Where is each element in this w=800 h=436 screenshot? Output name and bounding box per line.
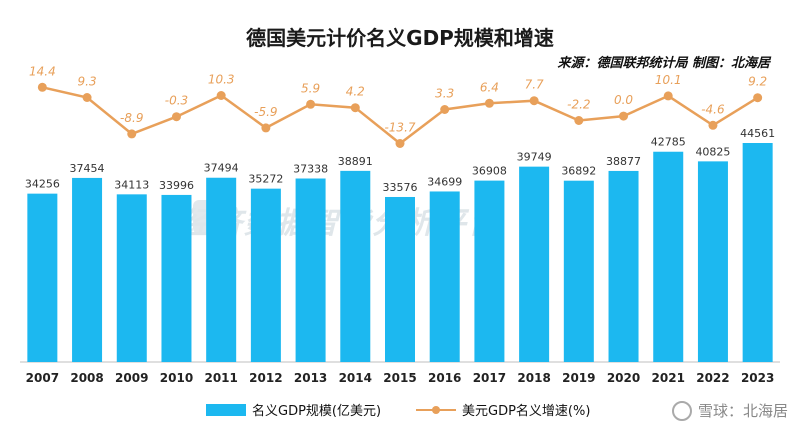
x-tick-label-2017: 2017	[473, 371, 506, 385]
legend-label-growth: 美元GDP名义增速(%)	[462, 404, 591, 419]
bar-2010	[161, 194, 192, 362]
growth-point-2022	[708, 120, 718, 130]
bar-2017	[474, 180, 505, 362]
growth-label-2019: -2.2	[567, 98, 590, 112]
x-tick-label-2008: 2008	[70, 371, 103, 385]
chart-title: 德国美元计价名义GDP规模和增速	[246, 26, 554, 50]
growth-label-2016: 3.3	[435, 87, 454, 101]
growth-label-2020: 0.0	[614, 93, 633, 107]
source-note: 来源：德国联邦统计局 制图：北海居	[557, 56, 770, 71]
x-tick-label-2016: 2016	[428, 371, 461, 385]
legend-label-gdp: 名义GDP规模(亿美元)	[252, 404, 382, 419]
growth-point-2017	[484, 98, 494, 108]
bar-label-2013: 37338	[293, 162, 328, 175]
x-tick-label-2023: 2023	[741, 371, 774, 385]
x-tick-label-2020: 2020	[607, 371, 640, 385]
growth-point-2011	[216, 91, 226, 100]
bar-2014	[340, 170, 371, 362]
x-tick-label-2012: 2012	[249, 371, 282, 385]
growth-label-2008: 9.3	[78, 75, 97, 89]
bar-2022	[697, 161, 728, 362]
bar-2016	[429, 191, 460, 362]
growth-label-2012: -5.9	[254, 105, 277, 119]
growth-label-2017: 6.4	[480, 80, 499, 94]
growth-point-2018	[529, 96, 539, 106]
x-tick-label-2018: 2018	[517, 371, 550, 385]
bar-label-2011: 37494	[204, 162, 239, 175]
bar-label-2007: 34256	[25, 178, 60, 191]
legend: 名义GDP规模(亿美元) 美元GDP名义增速(%)	[0, 400, 800, 422]
growth-point-2020	[619, 111, 629, 121]
growth-label-2009: -8.9	[120, 111, 143, 125]
x-tick-label-2007: 2007	[26, 371, 59, 385]
bar-label-2014: 38891	[338, 155, 373, 168]
x-tick-label-2010: 2010	[160, 371, 193, 385]
legend-bar-swatch	[206, 403, 246, 416]
bar-2013	[295, 178, 326, 362]
bar-2019	[563, 180, 594, 362]
bar-2020	[608, 170, 639, 362]
growth-label-2010: -0.3	[165, 94, 188, 108]
x-tick-label-2009: 2009	[115, 371, 148, 385]
growth-label-2011: 10.3	[208, 73, 235, 87]
snowball-logo-icon	[671, 400, 692, 421]
x-tick-label-2011: 2011	[204, 371, 237, 385]
x-tick-label-2013: 2013	[294, 371, 327, 385]
x-tick-label-2019: 2019	[562, 371, 595, 385]
growth-point-2007	[37, 82, 47, 92]
bar-2011	[206, 177, 237, 362]
growth-point-2012	[261, 123, 271, 133]
growth-point-2019	[574, 116, 584, 125]
bar-label-2023: 44561	[740, 127, 775, 140]
x-tick-label-2021: 2021	[652, 371, 685, 385]
bar-label-2020: 38877	[606, 155, 641, 168]
bar-label-2009: 34113	[114, 178, 149, 191]
growth-label-2015: -13.7	[384, 121, 415, 135]
bar-2023	[742, 143, 773, 362]
growth-point-2014	[350, 103, 360, 113]
bar-2021	[653, 151, 684, 362]
bar-label-2017: 36908	[472, 165, 507, 178]
brand-badge: 雪球：北海居	[671, 400, 788, 421]
brand-text: 雪球：北海居	[697, 402, 788, 420]
bar-label-2018: 39749	[517, 151, 552, 164]
growth-point-2021	[663, 91, 673, 101]
growth-label-2007: 14.4	[29, 64, 56, 78]
bar-2012	[250, 188, 281, 362]
growth-label-2022: -4.6	[701, 102, 725, 116]
bar-2008	[72, 177, 103, 362]
legend-item-gdp: 名义GDP规模(亿美元)	[206, 400, 381, 419]
bar-label-2015: 33576	[383, 181, 418, 194]
bar-label-2008: 37454	[70, 162, 105, 175]
growth-label-2013: 5.9	[301, 81, 320, 95]
bar-label-2022: 40825	[695, 145, 730, 158]
growth-point-2008	[82, 93, 92, 102]
growth-point-2013	[306, 99, 316, 109]
growth-label-2023: 9.2	[748, 75, 767, 89]
x-tick-label-2022: 2022	[696, 371, 729, 385]
growth-label-2021: 10.1	[655, 73, 682, 87]
growth-point-2016	[440, 105, 450, 114]
x-tick-label-2015: 2015	[383, 371, 416, 385]
legend-item-growth: 美元GDP名义增速(%)	[416, 400, 590, 419]
bar-label-2012: 35272	[248, 173, 283, 186]
growth-point-2010	[171, 112, 181, 122]
bar-label-2021: 42785	[651, 136, 686, 149]
legend-line-swatch	[416, 404, 456, 416]
growth-point-2023	[753, 93, 763, 103]
bar-label-2010: 33996	[159, 179, 194, 192]
x-tick-label-2014: 2014	[339, 371, 372, 385]
growth-point-2009	[127, 129, 137, 139]
bar-2015	[385, 196, 415, 362]
growth-label-2014: 4.2	[346, 85, 365, 99]
bar-2009	[116, 194, 147, 362]
growth-label-2018: 7.7	[525, 78, 544, 92]
bar-2018	[519, 166, 550, 362]
bar-label-2019: 36892	[561, 165, 596, 178]
bar-2007	[27, 193, 58, 362]
growth-point-2015	[395, 139, 405, 148]
bar-label-2016: 34699	[427, 175, 462, 188]
